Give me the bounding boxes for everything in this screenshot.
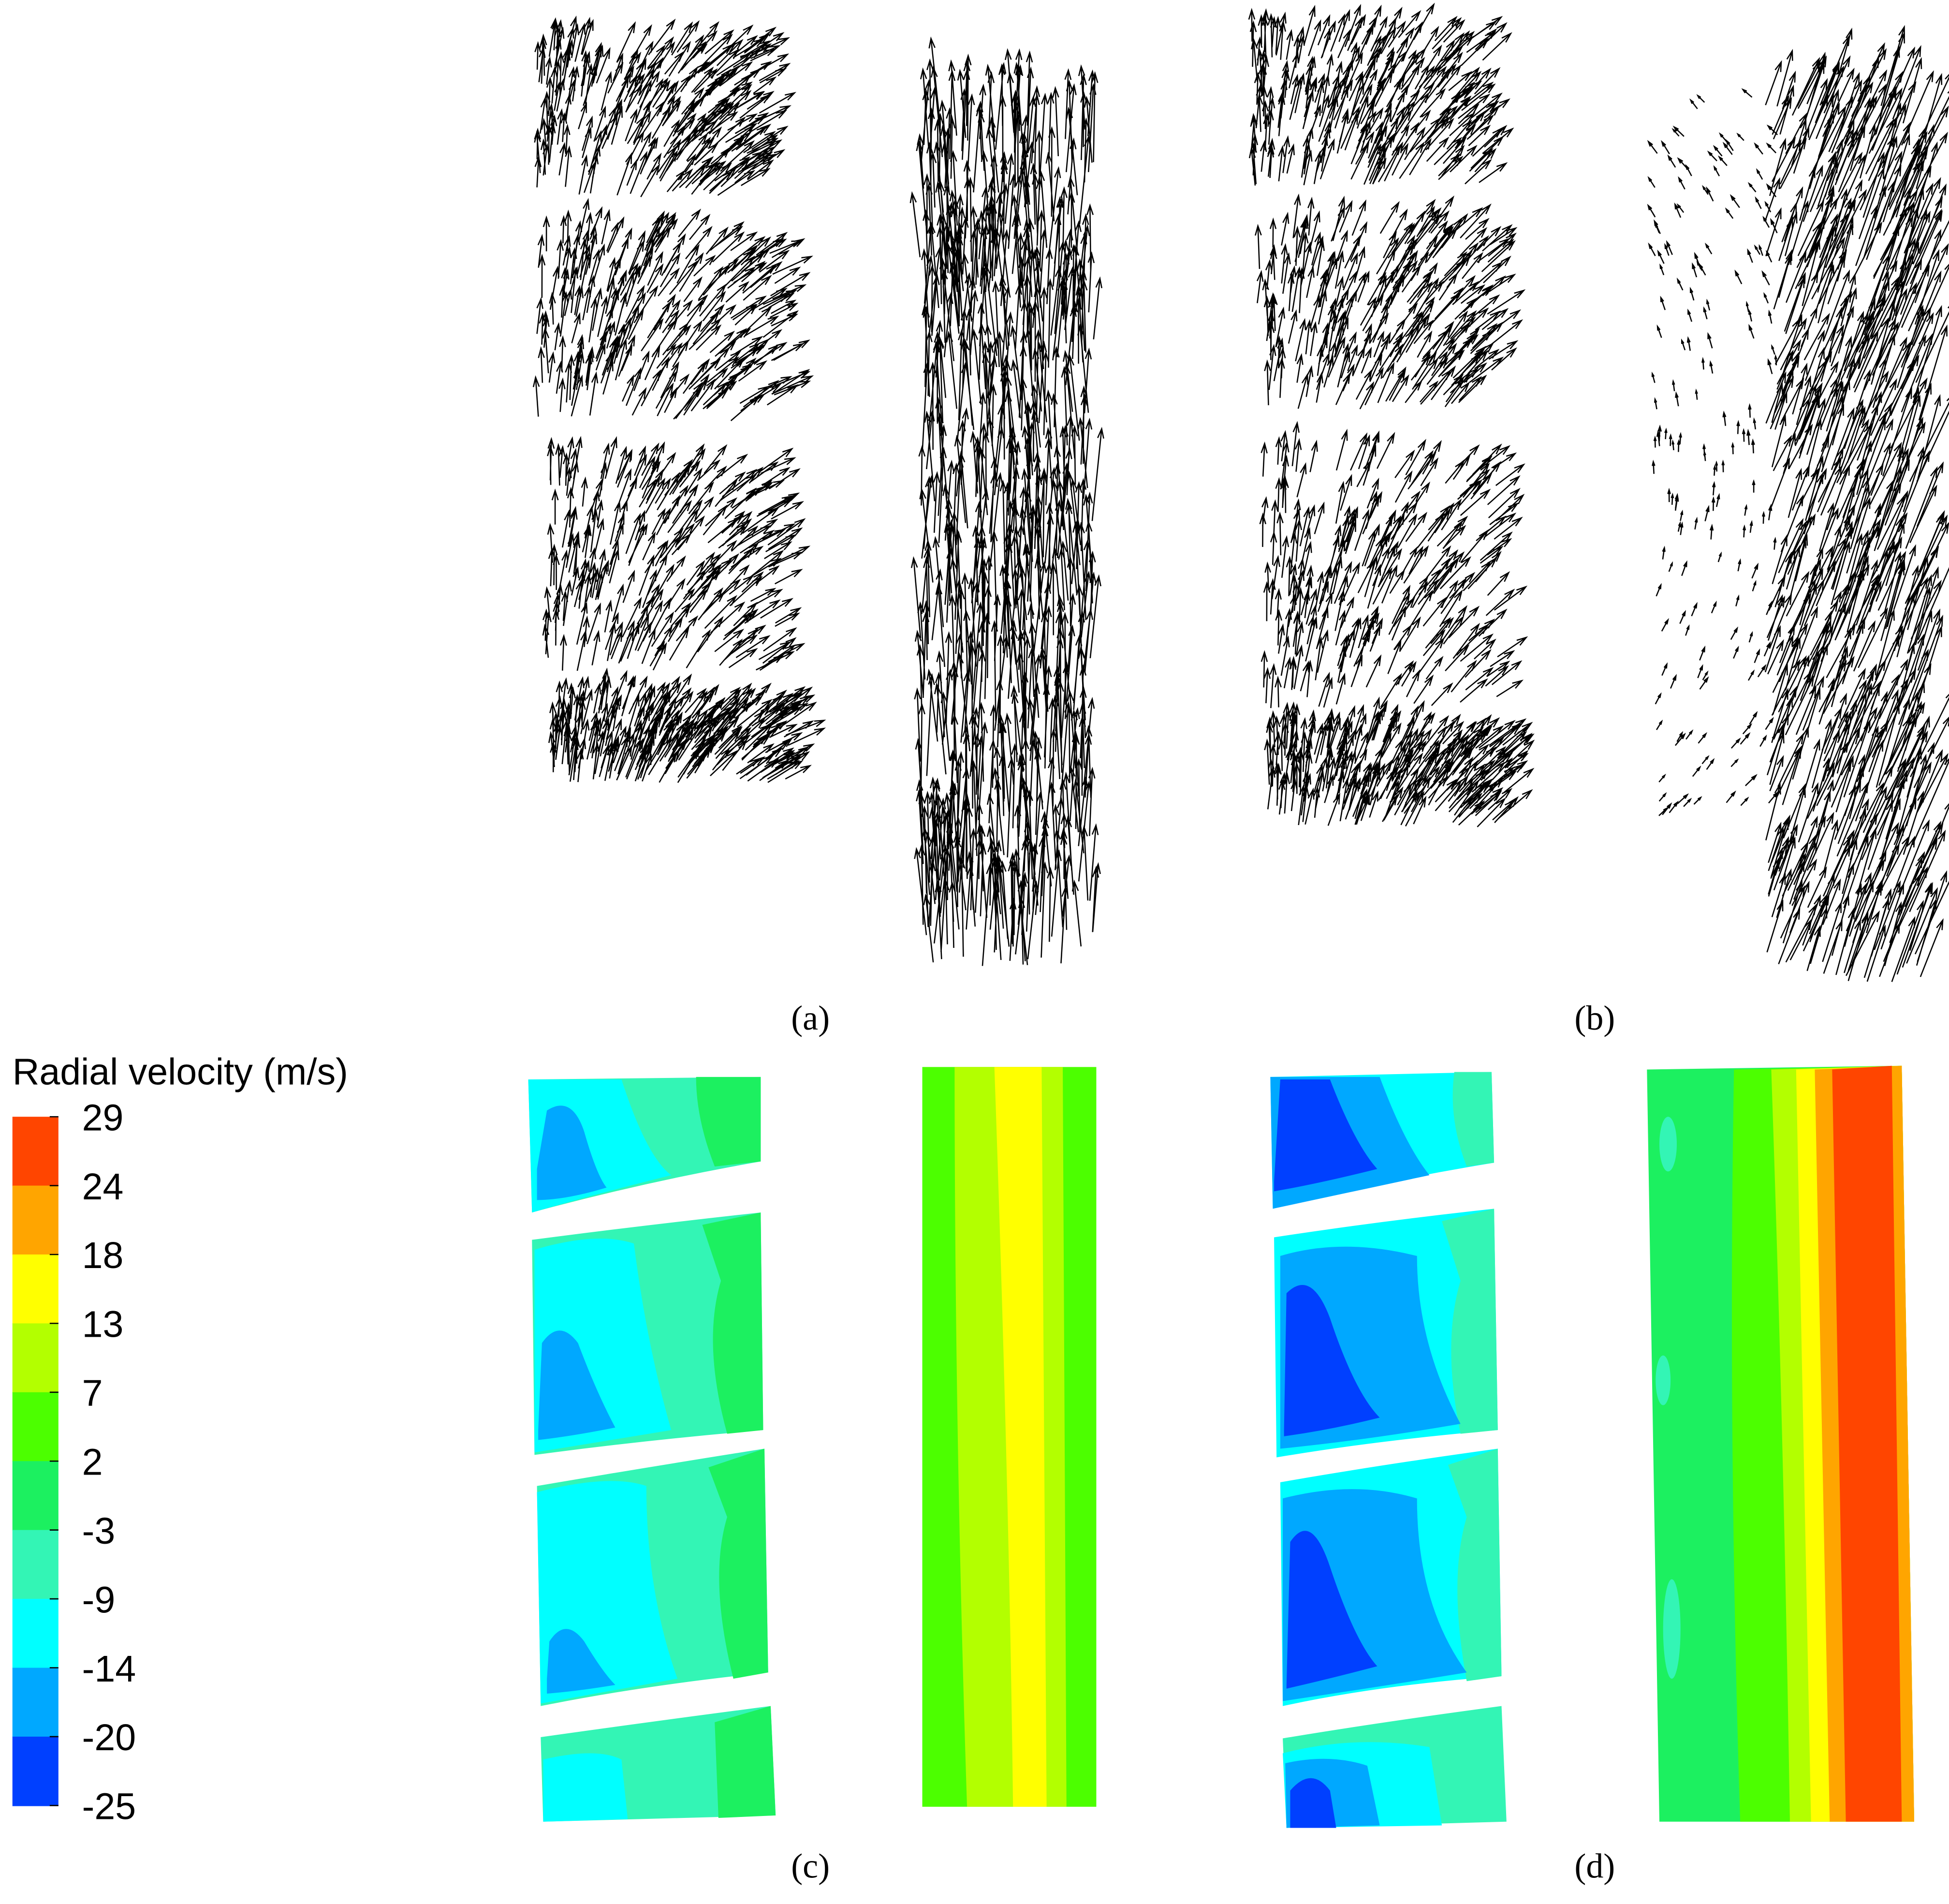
vector-arrows [1764, 25, 1949, 982]
contour-band [543, 1753, 628, 1822]
vector-arrows [532, 198, 814, 421]
colorbar-segment [12, 1392, 59, 1462]
vector-arrows [1248, 2, 1514, 186]
colorbar-segment [12, 1254, 59, 1324]
colorbar-segment [12, 1461, 59, 1531]
colorbar-tick-label: -14 [82, 1648, 136, 1690]
legend-title: Radial velocity (m/s) [13, 1051, 348, 1092]
colorbar-segment [12, 1530, 59, 1600]
contour-band [715, 1706, 776, 1818]
contour-band [1832, 1065, 1902, 1822]
panel-label: (c) [791, 1846, 830, 1885]
contour-band [708, 1448, 768, 1679]
contour-band [547, 1629, 615, 1694]
contour-band [538, 1330, 615, 1440]
vector-arrows [542, 436, 811, 671]
colorbar-segment [12, 1117, 59, 1186]
colorbar-tick-label: -20 [82, 1717, 136, 1758]
colorbar-segment [12, 1185, 59, 1255]
contour-d [1270, 1065, 1915, 1828]
vector-arrows [1255, 193, 1526, 410]
vector-arrows [1264, 696, 1535, 827]
colorbar-tick-label: 13 [82, 1304, 124, 1345]
colorbar-segment [12, 1599, 59, 1668]
panel-label: (d) [1574, 1846, 1615, 1885]
contour-band [1442, 1209, 1498, 1434]
contour-c [528, 1067, 1097, 1822]
contour-band [1663, 1579, 1681, 1679]
contour-band [537, 1106, 607, 1200]
contour-band [1274, 1079, 1377, 1192]
colorbar-tick-label: -3 [82, 1510, 116, 1552]
contour-band [994, 1067, 1047, 1807]
colorbar-tick-label: 24 [82, 1166, 124, 1208]
contour-band [1286, 1531, 1377, 1689]
contour-band [1452, 1072, 1495, 1166]
vector-arrows [1259, 421, 1528, 708]
contour-band [1290, 1778, 1336, 1828]
colorbar-tick-label: 18 [82, 1235, 124, 1276]
colorbar-tick-label: 2 [82, 1442, 103, 1483]
colorbar-segment [12, 1323, 59, 1393]
vector-arrows [534, 15, 797, 197]
vector-arrows [548, 667, 826, 783]
vector-arrows [1647, 88, 1783, 816]
colorbar-tick-label: -9 [82, 1579, 116, 1621]
contour-band [696, 1077, 761, 1166]
vector-fields [532, 2, 1949, 982]
colorbar: 29 24 18 13 7 2 -3 -9 -14 -20 -25 [12, 1097, 136, 1828]
contour-band [1448, 1448, 1502, 1682]
contour-band [702, 1212, 763, 1434]
panel-label: (a) [791, 999, 830, 1037]
colorbar-segment [12, 1668, 59, 1738]
panel-label: (b) [1574, 999, 1615, 1037]
vector-arrows [909, 36, 1104, 966]
contour-band [1659, 1117, 1677, 1172]
contour-band [1656, 1355, 1671, 1405]
colorbar-tick-label: -25 [82, 1786, 136, 1828]
colorbar-tick-label: 29 [82, 1097, 124, 1138]
colorbar-segment [12, 1736, 59, 1806]
contour-band [1284, 1285, 1380, 1436]
colorbar-tick-label: 7 [82, 1373, 103, 1414]
